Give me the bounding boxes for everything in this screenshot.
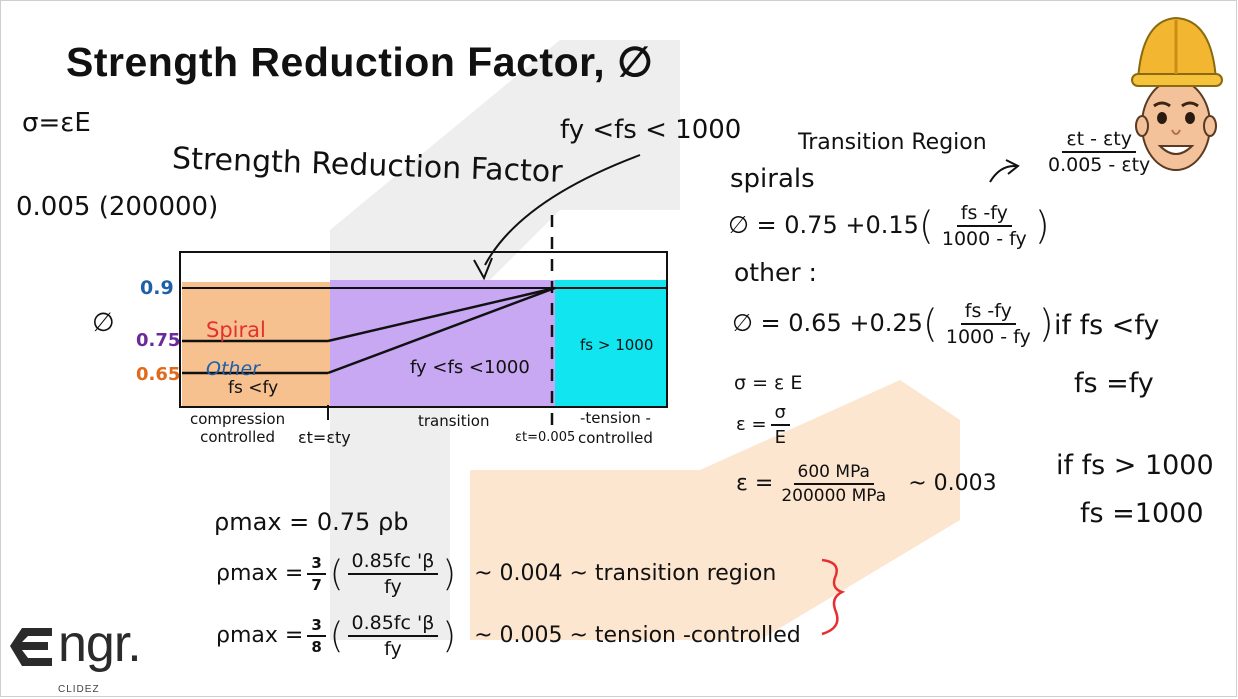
engr-logo-e-icon (10, 628, 52, 666)
red-brace (821, 558, 846, 636)
rho-max-equation-1: ρmax = 0.75 ρb (214, 508, 409, 536)
callout-arrow (484, 154, 641, 266)
tick-09: 0.9 (140, 277, 174, 299)
region-compression (182, 282, 330, 406)
et-ety-label: εt=εty (298, 428, 351, 447)
et-0005-label: εt=0.005 (515, 430, 576, 445)
transition-label: transition (418, 412, 490, 430)
tick-065: 0.65 (136, 364, 181, 385)
engineer-avatar-icon (1131, 16, 1223, 171)
other-label: Other (206, 358, 260, 380)
callout-arrowhead (473, 257, 493, 281)
strain-calc: 0.005 (200000) (16, 192, 219, 222)
ratio-arrow (989, 164, 1017, 183)
slide-title: Strength Reduction Factor, ∅ (66, 39, 654, 85)
region-tension (555, 280, 666, 406)
rho-max-equation-3: ρmax = 3 8(0.85fc 'β fy) ~ 0.005 ~ tension -… (216, 612, 801, 660)
logo-subtext: CLIDEZ (58, 684, 100, 695)
compression-controlled-label: compression controlled (190, 410, 286, 446)
tension-condition: fs > 1000 (580, 336, 654, 354)
region-transition (330, 280, 555, 406)
transition-condition: fy <fs <1000 (410, 357, 530, 378)
rho-max-equation-2: ρmax = 3 7(0.85fc 'β fy) ~ 0.004 ~ transitio… (216, 550, 777, 598)
sigma-eps-equation: σ = ε E (734, 372, 803, 394)
if-fs-gt-1000: if fs > 1000 (1056, 450, 1214, 481)
compression-condition: fs <fy (228, 378, 279, 398)
ratio-fraction: εt - εty 0.005 - εty (1048, 128, 1151, 176)
tick-075: 0.75 (136, 330, 181, 351)
fs-eq-1000: fs =1000 (1080, 498, 1204, 529)
other-label-right: other : (734, 258, 817, 287)
spiral-phi-equation: ∅ = 0.75 +0.15(fs -fy 1000 - fy) (728, 202, 1050, 250)
callout-label: fy <fs < 1000 (560, 115, 742, 145)
other-transition-line (327, 286, 556, 375)
sigma-equation: σ=εE (22, 108, 91, 138)
diagram-frame (179, 251, 668, 408)
spiral-label: Spiral (206, 318, 266, 342)
spiral-transition-line (327, 286, 556, 343)
logo-text: ngr. (58, 615, 142, 673)
ratio-arrowhead (1005, 159, 1020, 175)
if-fs-lt-fy: if fs <fy (1054, 310, 1160, 341)
eps-equation: ε = σ E (736, 402, 794, 448)
phi-axis-label: ∅ (92, 308, 115, 338)
spirals-label: spirals (730, 164, 815, 194)
fs-eq-fy: fs =fy (1074, 368, 1154, 399)
transition-region-heading: Transition Region (798, 130, 987, 155)
other-phi-equation: ∅ = 0.65 +0.25(fs -fy 1000 - fy) (732, 300, 1054, 348)
tension-controlled-label: -tension - controlled (578, 409, 653, 447)
eps-value-equation: ε = 600 MPa 200000 MPa ~ 0.003 (736, 462, 997, 506)
